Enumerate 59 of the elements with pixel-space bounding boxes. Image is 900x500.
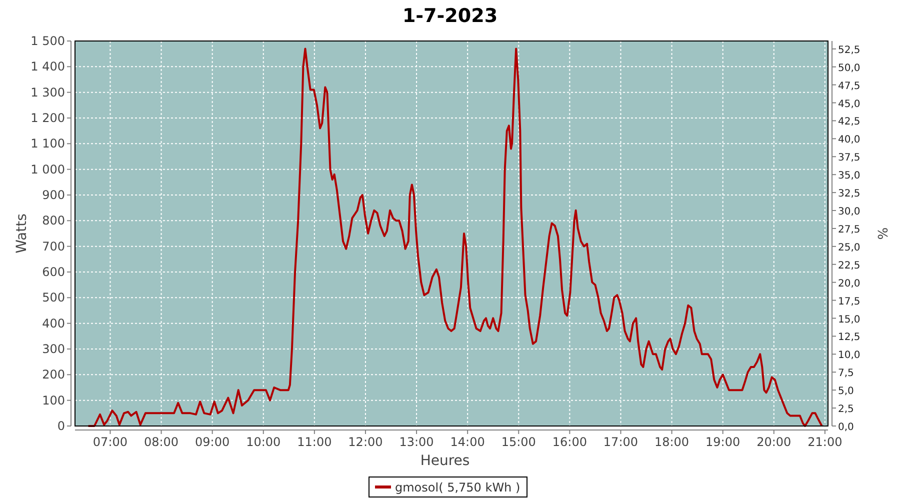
x-tick-label: 18:00 [654, 435, 690, 449]
y2-tick-label: 15,0 [838, 314, 860, 326]
x-tick-label: 19:00 [706, 435, 740, 449]
y2-tick-label: 47,5 [838, 80, 860, 92]
y2-tick-label: 22,5 [838, 260, 860, 272]
y2-tick-label: 32,5 [838, 188, 860, 200]
y2-tick-label: 40,0 [838, 134, 860, 146]
x-tick-label: 12:00 [348, 435, 383, 449]
y2-axis-title: % [874, 227, 889, 240]
y-tick-label: 0 [57, 419, 65, 433]
x-tick-label: 21:00 [808, 435, 842, 449]
y2-tick-label: 42,5 [838, 116, 860, 128]
x-tick-label: 16:00 [552, 435, 587, 449]
x-tick-label: 14:00 [450, 435, 485, 449]
y2-tick-label: 37,5 [838, 152, 860, 164]
y-tick-label: 500 [42, 290, 65, 305]
y2-tick-label: 30,0 [838, 206, 860, 218]
y-tick-label: 300 [42, 342, 65, 356]
y2-tick-label: 45,0 [838, 98, 860, 110]
y-tick-label: 100 [42, 393, 65, 408]
y2-tick-label: 7,5 [838, 368, 854, 380]
x-tick-label: 17:00 [603, 435, 638, 449]
y-tick-label: 1 300 [30, 85, 65, 100]
y-tick-label: 400 [42, 316, 65, 330]
x-tick-label: 13:00 [399, 435, 434, 449]
legend-label: gmosol( 5,750 kWh ) [395, 480, 520, 494]
y-tick-label: 1 000 [30, 162, 65, 176]
chart-title: 1-7-2023 [402, 5, 498, 27]
y-tick-label: 700 [42, 239, 65, 254]
y2-tick-label: 52,5 [838, 44, 860, 56]
x-axis-title: Heures [420, 453, 470, 469]
y-tick-label: 1 500 [30, 34, 65, 48]
x-tick-label: 09:00 [195, 435, 230, 449]
x-tick-label: 08:00 [144, 435, 179, 449]
y2-tick-label: 25,0 [838, 242, 860, 254]
y-tick-label: 1 200 [30, 111, 65, 125]
y2-tick-label: 10,0 [838, 350, 860, 362]
y2-tick-label: 12,5 [838, 332, 860, 344]
y-tick-label: 600 [42, 265, 65, 279]
y-tick-label: 900 [42, 188, 65, 202]
x-tick-label: 07:00 [92, 435, 128, 449]
x-tick-label: 10:00 [246, 435, 281, 449]
y2-tick-label: 17,5 [838, 296, 860, 308]
y2-tick-label: 27,5 [838, 224, 860, 236]
y2-tick-label: 0,0 [838, 422, 854, 433]
y2-tick-label: 50,0 [838, 62, 860, 74]
y2-tick-label: 20,0 [838, 278, 860, 290]
x-tick-label: 15:00 [501, 435, 536, 449]
y2-tick-label: 35,0 [838, 170, 860, 182]
y2-tick-label: 5,0 [838, 386, 854, 398]
y-tick-label: 1 100 [30, 136, 65, 151]
y-axis-title: Watts [14, 214, 30, 254]
x-tick-label: 11:00 [297, 435, 332, 449]
y2-tick-label: 2,5 [838, 404, 854, 416]
y-tick-label: 1 400 [30, 60, 65, 74]
line-series [87, 48, 823, 427]
x-tick-label: 20:00 [756, 435, 792, 449]
y-tick-label: 800 [42, 214, 65, 228]
y-tick-label: 200 [42, 368, 65, 382]
